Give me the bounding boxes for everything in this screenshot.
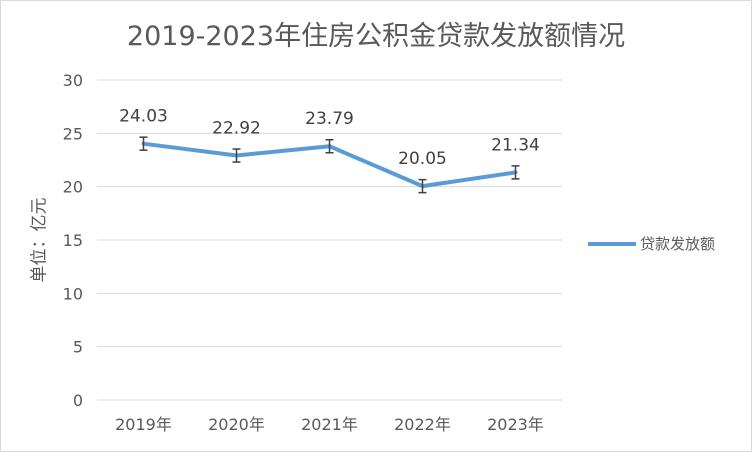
- y-tick-label: 15: [63, 231, 83, 250]
- data-label: 24.03: [119, 107, 168, 127]
- data-label: 22.92: [212, 119, 261, 139]
- legend: 贷款发放额: [588, 233, 715, 254]
- x-tick-label: 2019年: [115, 415, 172, 434]
- data-label: 23.79: [305, 109, 354, 129]
- y-tick-label: 30: [63, 71, 83, 90]
- chart-title: 2019-2023年住房公积金贷款发放额情况: [126, 21, 626, 52]
- data-label: 20.05: [398, 149, 447, 169]
- x-tick-label: 2021年: [301, 415, 358, 434]
- x-tick-label: 2020年: [208, 415, 265, 434]
- legend-label: 贷款发放额: [640, 235, 716, 253]
- y-tick-label: 10: [63, 284, 83, 303]
- y-tick-label: 5: [73, 338, 83, 357]
- legend-line-icon: [588, 241, 636, 246]
- x-tick-label: 2023年: [487, 415, 544, 434]
- y-tick-label: 25: [63, 124, 83, 143]
- y-tick-label: 0: [73, 391, 83, 410]
- data-label: 21.34: [491, 135, 540, 155]
- y-tick-label: 20: [63, 178, 83, 197]
- x-tick-label: 2022年: [394, 415, 451, 434]
